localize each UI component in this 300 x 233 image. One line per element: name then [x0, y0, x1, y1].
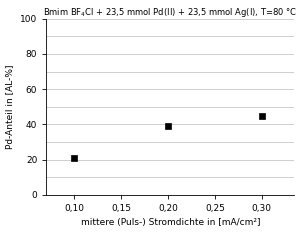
X-axis label: mittere (Puls-) Stromdichte in [mA/cm²]: mittere (Puls-) Stromdichte in [mA/cm²] — [81, 219, 260, 227]
Y-axis label: Pd-Anteil in [AL-%]: Pd-Anteil in [AL-%] — [6, 65, 15, 149]
Title: Bmim BF$_4$Cl + 23,5 mmol Pd(II) + 23,5 mmol Ag(I), T=80 °C: Bmim BF$_4$Cl + 23,5 mmol Pd(II) + 23,5 … — [43, 6, 298, 19]
